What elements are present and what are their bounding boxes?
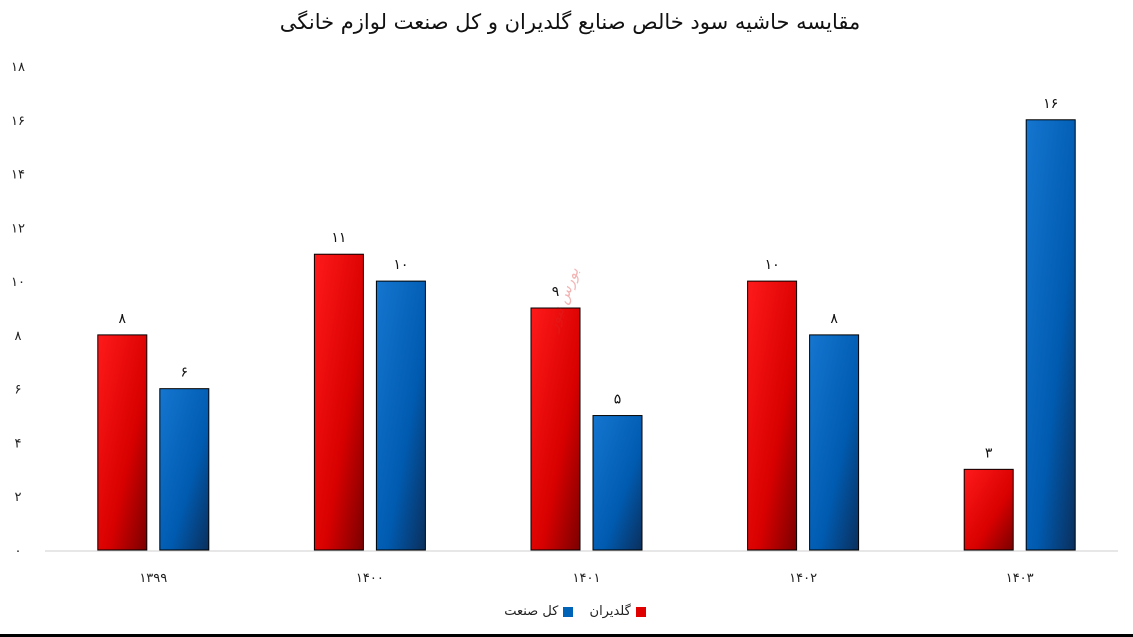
legend-item-goldiran: گلدیران — [590, 604, 646, 619]
bar-industry — [809, 334, 860, 551]
bar-industry — [592, 415, 643, 551]
data-label: ۹ — [552, 284, 560, 300]
legend-swatch-industry — [563, 606, 574, 617]
x-tick-label: ۱۴۰۱ — [573, 571, 601, 586]
data-label: ۸ — [119, 311, 127, 327]
legend-swatch-goldiran — [635, 606, 646, 617]
bar-industry — [375, 280, 426, 551]
bar-goldiran — [747, 280, 798, 551]
data-label: ۸ — [830, 311, 838, 327]
data-label: ۱۶ — [1043, 96, 1058, 112]
legend-label-industry: کل صنعت — [504, 604, 559, 619]
y-tick-label: ۰ — [15, 544, 22, 559]
y-tick-label: ۶ — [15, 383, 22, 398]
bar-goldiran — [97, 334, 148, 551]
x-tick-label: ۱۳۹۹ — [139, 571, 167, 586]
y-tick-label: ۱۶ — [11, 114, 25, 129]
y-tick-label: ۱۰ — [11, 275, 25, 290]
legend-item-industry: کل صنعت — [504, 604, 574, 619]
data-label: ۱۱ — [331, 230, 346, 246]
data-label: ۱۰ — [765, 257, 780, 273]
x-tick-label: ۱۴۰۳ — [1006, 571, 1034, 586]
legend: گلدیران کل صنعت — [0, 604, 1133, 621]
bar-goldiran — [963, 468, 1014, 551]
y-axis: ۰ ۲ ۴ ۶ ۸ ۱۰ ۱۲ ۱۴ ۱۶ ۱۸ — [11, 60, 25, 559]
chart-title: مقایسه حاشیه سود خالص صنایع گلدیران و کل… — [279, 10, 861, 34]
bars: ۸ ۶ ۱۱ ۱۰ ۹ ۵ ۱۰ ۸ ۳ ۱۶ — [97, 96, 1076, 551]
y-tick-label: ۲ — [15, 490, 22, 505]
bar-goldiran — [530, 307, 581, 551]
x-tick-label: ۱۴۰۲ — [789, 571, 817, 586]
y-tick-label: ۴ — [15, 436, 22, 451]
bar-industry — [1025, 119, 1076, 551]
bar-goldiran — [313, 253, 364, 551]
x-tick-label: ۱۴۰۰ — [356, 571, 384, 586]
y-tick-label: ۸ — [15, 329, 22, 344]
y-tick-label: ۱۴ — [11, 168, 25, 183]
data-label: ۵ — [614, 392, 622, 408]
y-tick-label: ۱۲ — [11, 221, 25, 236]
x-axis: ۱۳۹۹ ۱۴۰۰ ۱۴۰۱ ۱۴۰۲ ۱۴۰۳ — [45, 550, 1118, 586]
legend-label-goldiran: گلدیران — [589, 604, 631, 619]
y-tick-label: ۱۸ — [11, 60, 25, 75]
bottom-border — [0, 634, 1133, 637]
data-label: ۱۰ — [393, 257, 408, 273]
bar-industry — [159, 388, 210, 551]
data-label: ۶ — [181, 365, 189, 381]
data-label: ۳ — [985, 445, 993, 461]
